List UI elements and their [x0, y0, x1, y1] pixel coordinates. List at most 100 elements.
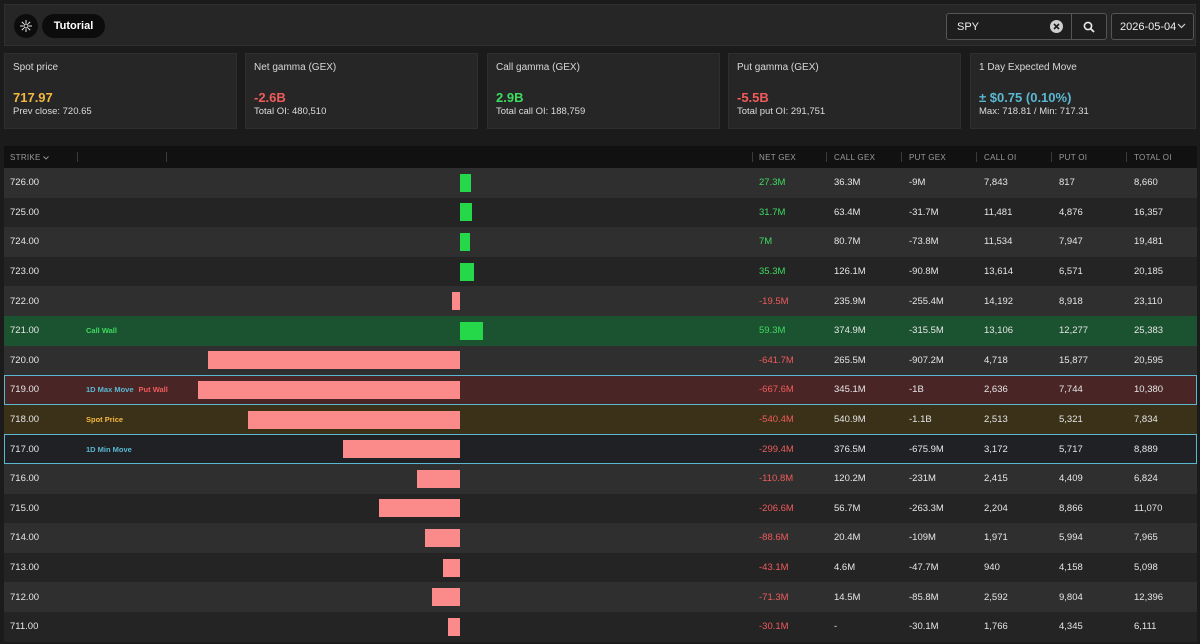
table-row[interactable]: 725.00 31.7M 63.4M -31.7M 11,481 4,876 16,357: [4, 197, 1197, 228]
call-gex-cell: 374.9M: [834, 325, 866, 337]
call-gex-cell: 126.1M: [834, 266, 866, 278]
strike-cell: 717.00: [10, 443, 40, 455]
net-gamma-title: Net gamma (GEX): [254, 62, 337, 73]
app-logo[interactable]: [14, 14, 38, 38]
total-oi-cell: 20,185: [1134, 266, 1164, 278]
table-row[interactable]: 722.00 -19.5M 235.9M -255.4M 14,192 8,918 23,1…: [4, 286, 1197, 316]
strike-cell: 712.00: [10, 591, 40, 603]
net-gamma-card: Net gamma (GEX) -2.6B Total OI: 480,510: [245, 53, 478, 129]
net-gex-bar: [460, 232, 470, 251]
table-row[interactable]: 723.00 35.3M 126.1M -90.8M 13,614 6,571 20,185: [4, 256, 1197, 287]
table-row[interactable]: 719.00 1D Max Move Put Wall -667.6M 345.1M -1…: [4, 375, 1197, 405]
search-button[interactable]: [1070, 14, 1106, 39]
put-oi-cell: 817: [1059, 177, 1075, 189]
tutorial-button[interactable]: Tutorial: [42, 14, 105, 38]
table-row[interactable]: 721.00 Call Wall 59.3M 374.9M -315.5M 13,106 1…: [4, 315, 1197, 346]
spot-price-subtext: Prev close: 720.65: [13, 106, 92, 117]
call-gex-cell: 540.9M: [834, 414, 866, 426]
strike-cell: 721.00: [10, 325, 40, 337]
net-gamma-value: -2.6B: [254, 90, 286, 105]
table-row[interactable]: 720.00 -641.7M 265.5M -907.2M 4,718 15,877 20,…: [4, 345, 1197, 376]
total-oi-cell: 6,824: [1134, 473, 1158, 485]
put-gex-cell: -85.8M: [909, 591, 939, 603]
header-put-gex[interactable]: PUT GEX: [909, 153, 947, 162]
top-bar: Tutorial 2026-05-04: [4, 4, 1196, 46]
row-tags: Call Wall: [86, 316, 122, 346]
expected-move-card: 1 Day Expected Move ± $0.75 (0.10%) Max: 7…: [970, 53, 1196, 129]
put-gamma-title: Put gamma (GEX): [737, 62, 819, 73]
strike-cell: 722.00: [10, 295, 40, 307]
net-gex-bar: [460, 203, 473, 222]
ticker-search-input[interactable]: [947, 14, 1043, 39]
total-oi-cell: 19,481: [1134, 236, 1164, 248]
put-gex-cell: -31.7M: [909, 206, 939, 218]
call-oi-cell: 11,534: [984, 236, 1013, 248]
strike-cell: 719.00: [10, 384, 40, 396]
put-gex-cell: -30.1M: [909, 621, 939, 633]
sort-chevron-icon: [43, 156, 50, 160]
call-gex-cell: 63.4M: [834, 206, 861, 218]
spot-price-title: Spot price: [13, 62, 59, 73]
call-gamma-title: Call gamma (GEX): [496, 62, 580, 73]
table-row[interactable]: 711.00 -30.1M - -30.1M 1,766 4,345 6,111: [4, 611, 1197, 642]
header-total-oi[interactable]: TOTAL OI: [1134, 153, 1172, 162]
table-row[interactable]: 718.00 Spot Price -540.4M 540.9M -1.1B 2,513 5…: [4, 404, 1197, 435]
put-gex-cell: -231M: [909, 473, 936, 485]
column-divider: [77, 152, 78, 162]
net-gex-cell: -540.4M: [759, 414, 794, 426]
header-call-oi[interactable]: CALL OI: [984, 153, 1017, 162]
put-oi-cell: 9,804: [1059, 591, 1083, 603]
put-gex-cell: -1.1B: [909, 414, 932, 426]
table-row[interactable]: 714.00 -88.6M 20.4M -109M 1,971 5,994 7,965: [4, 523, 1197, 553]
strike-cell: 714.00: [10, 532, 40, 544]
put-oi-cell: 4,345: [1059, 621, 1083, 633]
call-oi-cell: 7,843: [984, 177, 1008, 189]
table-row[interactable]: 724.00 7M 80.7M -73.8M 11,534 7,947 19,481: [4, 227, 1197, 257]
call-oi-cell: 3,172: [984, 443, 1008, 455]
net-gex-cell: -43.1M: [759, 562, 789, 574]
table-row[interactable]: 726.00 27.3M 36.3M -9M 7,843 817 8,660: [4, 168, 1197, 198]
expiry-date-select[interactable]: 2026-05-04: [1111, 13, 1194, 40]
header-call-gex[interactable]: CALL GEX: [834, 153, 876, 162]
column-divider: [166, 152, 167, 162]
put-gex-cell: -47.7M: [909, 562, 939, 574]
call-oi-cell: 2,415: [984, 473, 1008, 485]
table-row[interactable]: 712.00 -71.3M 14.5M -85.8M 2,592 9,804 12,396: [4, 582, 1197, 612]
ticker-search: [946, 13, 1107, 40]
net-gex-bar: [208, 351, 460, 370]
call-oi-cell: 2,592: [984, 591, 1008, 603]
put-gex-cell: -90.8M: [909, 266, 939, 278]
strike-cell: 715.00: [10, 502, 40, 514]
put-oi-cell: 4,158: [1059, 562, 1083, 574]
call-gamma-subtext: Total call OI: 188,759: [496, 106, 586, 117]
net-gex-bar: [416, 469, 460, 488]
column-divider: [1126, 152, 1127, 162]
put-gex-cell: -263.3M: [909, 502, 944, 514]
table-row[interactable]: 715.00 -206.6M 56.7M -263.3M 2,204 8,866 11,07…: [4, 493, 1197, 524]
call-gex-cell: 80.7M: [834, 236, 861, 248]
net-gex-cell: -206.6M: [759, 502, 794, 514]
column-divider: [901, 152, 902, 162]
call-oi-cell: 2,513: [984, 414, 1008, 426]
table-row[interactable]: 717.00 1D Min Move -299.4M 376.5M -675.9M 3,1…: [4, 434, 1197, 464]
net-gex-bar: [342, 440, 460, 459]
call-oi-cell: 940: [984, 562, 1000, 574]
net-gex-bar: [460, 262, 474, 281]
header-strike[interactable]: STRIKE: [10, 153, 50, 162]
header-put-oi[interactable]: PUT OI: [1059, 153, 1088, 162]
total-oi-cell: 5,098: [1134, 562, 1158, 574]
call-gex-cell: 120.2M: [834, 473, 866, 485]
row-tag: Put Wall: [138, 385, 168, 395]
strike-cell: 711.00: [10, 621, 39, 633]
clear-search-button[interactable]: [1043, 14, 1071, 39]
header-net-gex[interactable]: NET GEX: [759, 153, 797, 162]
net-gex-cell: -30.1M: [759, 621, 789, 633]
chevron-down-icon: [1177, 23, 1186, 29]
net-gex-bar: [378, 499, 460, 518]
row-tags: 1D Min Move: [86, 434, 137, 464]
table-row[interactable]: 716.00 -110.8M 120.2M -231M 2,415 4,409 6,824: [4, 463, 1197, 494]
call-gex-cell: 265.5M: [834, 354, 866, 366]
strike-cell: 718.00: [10, 414, 40, 426]
table-row[interactable]: 713.00 -43.1M 4.6M -47.7M 940 4,158 5,098: [4, 552, 1197, 583]
column-divider: [826, 152, 827, 162]
